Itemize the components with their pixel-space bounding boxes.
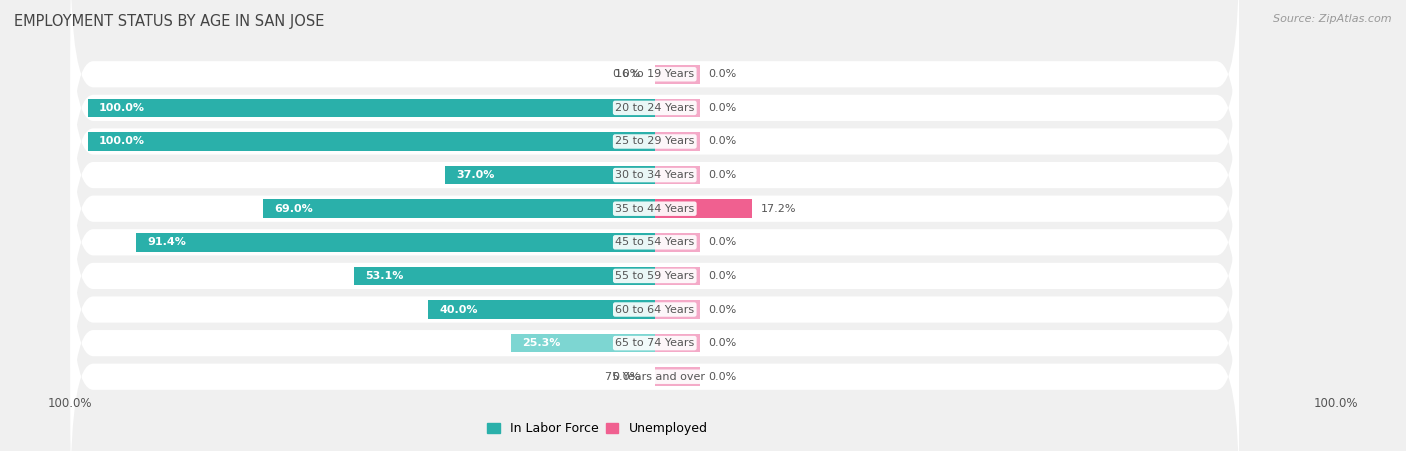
Text: 0.0%: 0.0%	[709, 338, 737, 348]
Text: 0.0%: 0.0%	[709, 304, 737, 314]
Bar	[87, 132, 655, 151]
Text: 53.1%: 53.1%	[366, 271, 404, 281]
Bar	[655, 99, 700, 117]
Bar	[655, 300, 700, 319]
FancyBboxPatch shape	[70, 188, 1239, 431]
Text: 100.0%: 100.0%	[1313, 397, 1358, 410]
Bar	[427, 300, 655, 319]
Text: 100.0%: 100.0%	[98, 137, 145, 147]
Text: 25 to 29 Years: 25 to 29 Years	[614, 137, 695, 147]
Text: 55 to 59 Years: 55 to 59 Years	[616, 271, 695, 281]
Bar	[655, 368, 700, 386]
Text: Source: ZipAtlas.com: Source: ZipAtlas.com	[1274, 14, 1392, 23]
Text: 35 to 44 Years: 35 to 44 Years	[616, 204, 695, 214]
Bar	[353, 267, 655, 285]
Bar	[444, 166, 655, 184]
Text: 0.0%: 0.0%	[709, 69, 737, 79]
Bar	[655, 166, 700, 184]
Text: 100.0%: 100.0%	[98, 103, 145, 113]
Text: EMPLOYMENT STATUS BY AGE IN SAN JOSE: EMPLOYMENT STATUS BY AGE IN SAN JOSE	[14, 14, 325, 28]
Bar	[136, 233, 655, 252]
Text: 75 Years and over: 75 Years and over	[605, 372, 704, 382]
Text: 0.0%: 0.0%	[709, 170, 737, 180]
Text: 60 to 64 Years: 60 to 64 Years	[616, 304, 695, 314]
Bar	[655, 267, 700, 285]
FancyBboxPatch shape	[70, 222, 1239, 451]
Text: 65 to 74 Years: 65 to 74 Years	[616, 338, 695, 348]
FancyBboxPatch shape	[70, 121, 1239, 364]
Text: 0.0%: 0.0%	[709, 237, 737, 247]
Bar	[655, 199, 752, 218]
Text: 40.0%: 40.0%	[439, 304, 478, 314]
Text: 0.0%: 0.0%	[613, 69, 641, 79]
FancyBboxPatch shape	[70, 20, 1239, 263]
Text: 69.0%: 69.0%	[274, 204, 314, 214]
Text: 0.0%: 0.0%	[709, 137, 737, 147]
Legend: In Labor Force, Unemployed: In Labor Force, Unemployed	[486, 422, 707, 435]
Bar	[655, 132, 700, 151]
FancyBboxPatch shape	[70, 54, 1239, 296]
FancyBboxPatch shape	[70, 255, 1239, 451]
FancyBboxPatch shape	[70, 0, 1239, 229]
Text: 0.0%: 0.0%	[709, 271, 737, 281]
Text: 0.0%: 0.0%	[709, 103, 737, 113]
Text: 91.4%: 91.4%	[148, 237, 187, 247]
Bar	[655, 65, 700, 83]
Text: 30 to 34 Years: 30 to 34 Years	[616, 170, 695, 180]
Bar	[655, 334, 700, 352]
FancyBboxPatch shape	[70, 87, 1239, 330]
Text: 16 to 19 Years: 16 to 19 Years	[616, 69, 695, 79]
Text: 0.0%: 0.0%	[613, 372, 641, 382]
FancyBboxPatch shape	[70, 0, 1239, 196]
Bar	[263, 199, 655, 218]
Text: 17.2%: 17.2%	[761, 204, 796, 214]
Text: 37.0%: 37.0%	[457, 170, 495, 180]
Bar	[655, 233, 700, 252]
Text: 20 to 24 Years: 20 to 24 Years	[614, 103, 695, 113]
Text: 45 to 54 Years: 45 to 54 Years	[616, 237, 695, 247]
FancyBboxPatch shape	[70, 155, 1239, 397]
Bar	[512, 334, 655, 352]
Text: 100.0%: 100.0%	[48, 397, 93, 410]
Bar	[87, 99, 655, 117]
Text: 0.0%: 0.0%	[709, 372, 737, 382]
Text: 25.3%: 25.3%	[523, 338, 561, 348]
